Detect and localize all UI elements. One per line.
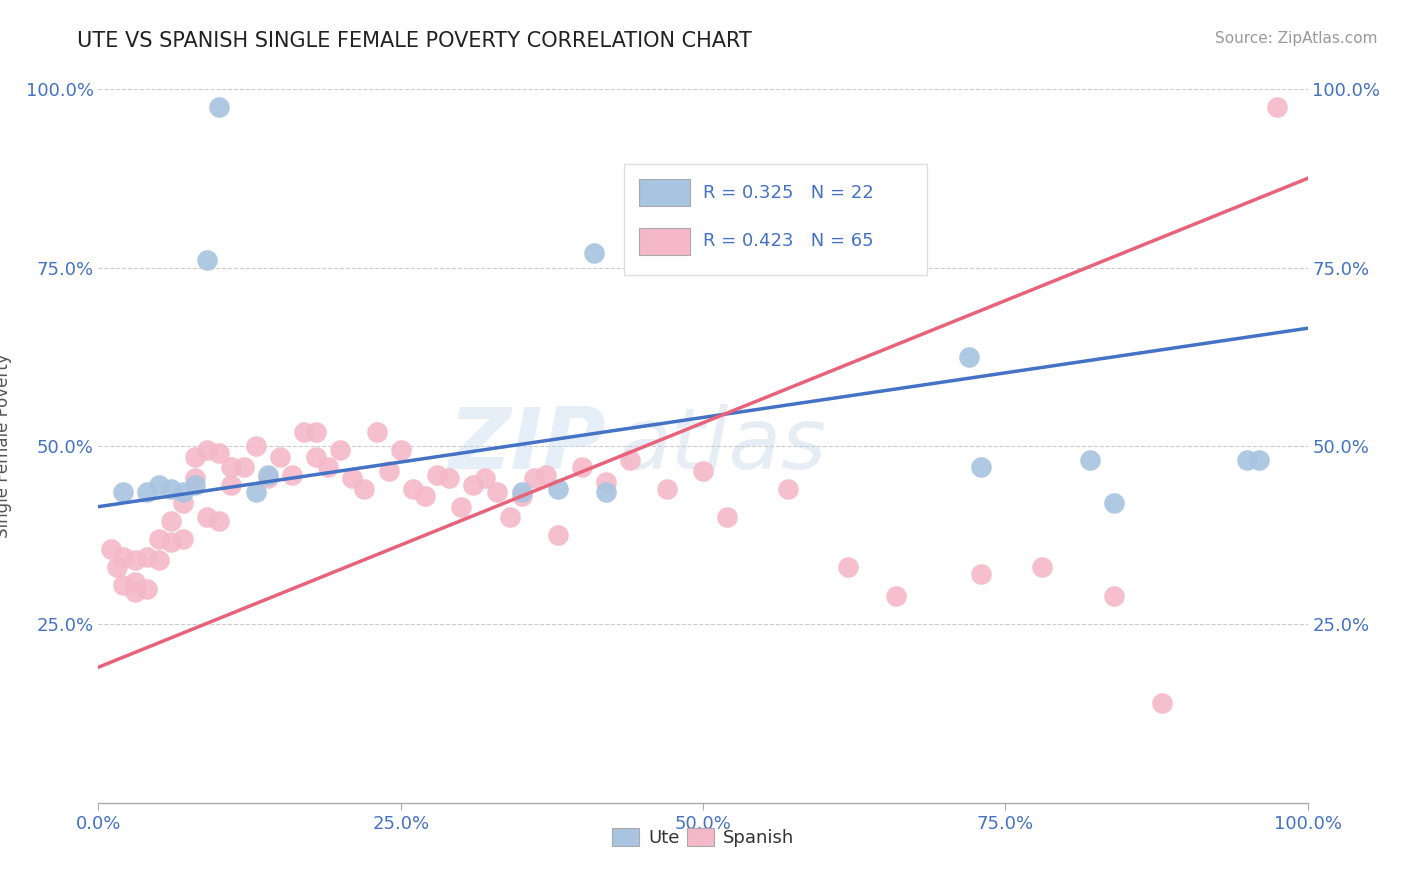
Bar — [638, 179, 690, 206]
Point — [547, 482, 569, 496]
Point — [105, 560, 128, 574]
Point — [172, 532, 194, 546]
Text: Source: ZipAtlas.com: Source: ZipAtlas.com — [1215, 31, 1378, 46]
Point — [450, 500, 472, 514]
Point — [583, 246, 606, 260]
Point — [148, 478, 170, 492]
Point — [353, 482, 375, 496]
Point — [886, 589, 908, 603]
Point — [329, 442, 352, 457]
Point — [221, 460, 243, 475]
Point — [245, 485, 267, 500]
Point — [172, 485, 194, 500]
Point — [523, 471, 546, 485]
Point — [124, 553, 146, 567]
Point — [1031, 560, 1053, 574]
Point — [160, 535, 183, 549]
Point — [776, 482, 799, 496]
Point — [571, 460, 593, 475]
Point — [595, 485, 617, 500]
Point — [305, 425, 328, 439]
Point — [292, 425, 315, 439]
Point — [195, 253, 218, 268]
Point — [716, 510, 738, 524]
Point — [692, 464, 714, 478]
Point — [595, 475, 617, 489]
Point — [837, 560, 859, 574]
Point — [1152, 696, 1174, 710]
Point — [547, 528, 569, 542]
Point — [534, 467, 557, 482]
Point — [195, 442, 218, 457]
Point — [124, 585, 146, 599]
Point — [111, 485, 134, 500]
Point — [148, 532, 170, 546]
Text: atlas: atlas — [619, 404, 827, 488]
Text: UTE VS SPANISH SINGLE FEMALE POVERTY CORRELATION CHART: UTE VS SPANISH SINGLE FEMALE POVERTY COR… — [77, 31, 752, 51]
Point — [1267, 100, 1289, 114]
Point — [413, 489, 436, 503]
Point — [316, 460, 339, 475]
Point — [135, 549, 157, 564]
FancyBboxPatch shape — [624, 164, 927, 275]
Point — [208, 100, 231, 114]
Point — [1102, 589, 1125, 603]
Point — [135, 485, 157, 500]
Point — [1249, 453, 1271, 467]
Y-axis label: Single Female Poverty: Single Female Poverty — [0, 354, 11, 538]
Point — [184, 478, 207, 492]
Point — [148, 553, 170, 567]
Point — [135, 582, 157, 596]
Point — [510, 485, 533, 500]
Point — [510, 489, 533, 503]
Point — [160, 514, 183, 528]
Point — [1236, 453, 1258, 467]
Point — [486, 485, 509, 500]
Point — [498, 510, 520, 524]
Point — [100, 542, 122, 557]
Point — [426, 467, 449, 482]
Point — [342, 471, 364, 485]
Text: ZIP: ZIP — [449, 404, 606, 488]
Point — [437, 471, 460, 485]
Point — [1078, 453, 1101, 467]
Point — [970, 460, 993, 475]
Point — [184, 471, 207, 485]
Point — [957, 350, 980, 364]
Bar — [638, 227, 690, 255]
Point — [195, 510, 218, 524]
Point — [970, 567, 993, 582]
Legend: Ute, Spanish: Ute, Spanish — [605, 821, 801, 855]
Point — [655, 482, 678, 496]
Point — [160, 482, 183, 496]
Point — [692, 243, 714, 257]
Point — [377, 464, 399, 478]
Point — [281, 467, 304, 482]
Point — [463, 478, 485, 492]
Point — [221, 478, 243, 492]
Point — [402, 482, 425, 496]
Point — [245, 439, 267, 453]
Point — [269, 450, 291, 464]
Point — [305, 450, 328, 464]
Point — [619, 453, 641, 467]
Text: R = 0.423   N = 65: R = 0.423 N = 65 — [703, 232, 873, 251]
Point — [124, 574, 146, 589]
Point — [111, 578, 134, 592]
Point — [1102, 496, 1125, 510]
Text: R = 0.325   N = 22: R = 0.325 N = 22 — [703, 184, 873, 202]
Point — [837, 246, 859, 260]
Point — [256, 471, 278, 485]
Point — [184, 450, 207, 464]
Point — [256, 467, 278, 482]
Point — [366, 425, 388, 439]
Point — [111, 549, 134, 564]
Point — [389, 442, 412, 457]
Point — [172, 496, 194, 510]
Point — [474, 471, 496, 485]
Point — [208, 446, 231, 460]
Point — [208, 514, 231, 528]
Point — [232, 460, 254, 475]
